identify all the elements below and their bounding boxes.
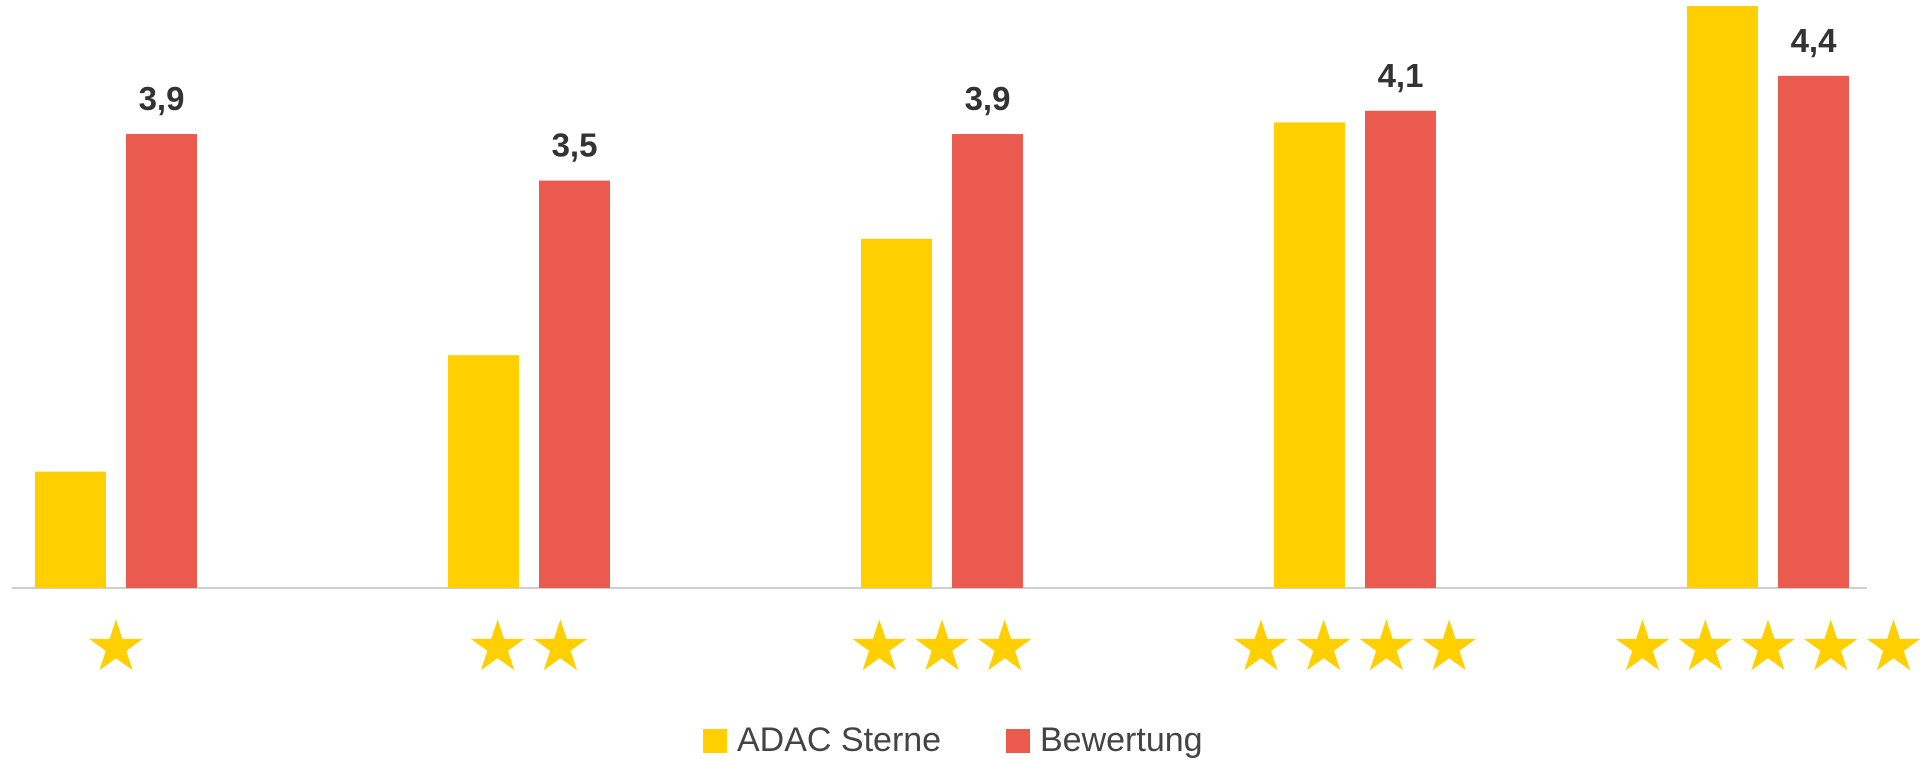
- bar: [1274, 122, 1345, 589]
- bar: [1687, 6, 1758, 588]
- bar: [448, 355, 519, 588]
- x-tick-label: ★: [85, 605, 148, 687]
- value-label: 3,9: [965, 80, 1011, 117]
- bar: [126, 134, 197, 589]
- value-label: 4,4: [1791, 22, 1838, 59]
- value-label: 3,5: [552, 127, 598, 164]
- bar: [952, 134, 1023, 589]
- x-tick-label: ★★★: [848, 605, 1036, 687]
- bar: [861, 238, 932, 589]
- x-tick-label: ★★: [466, 605, 592, 687]
- x-tick-label: ★★★★: [1229, 605, 1480, 687]
- x-tick-label: ★★★★★: [1611, 605, 1925, 687]
- legend-swatch: [703, 729, 727, 753]
- value-label: 3,9: [139, 80, 185, 117]
- bar: [1365, 110, 1436, 588]
- value-label: 4,1: [1378, 57, 1424, 94]
- bar: [1778, 75, 1849, 589]
- legend-label: Bewertung: [1040, 721, 1203, 759]
- bar: [539, 180, 610, 588]
- legend-label: ADAC Sterne: [737, 721, 941, 759]
- legend-swatch: [1006, 729, 1030, 753]
- bar: [35, 471, 106, 588]
